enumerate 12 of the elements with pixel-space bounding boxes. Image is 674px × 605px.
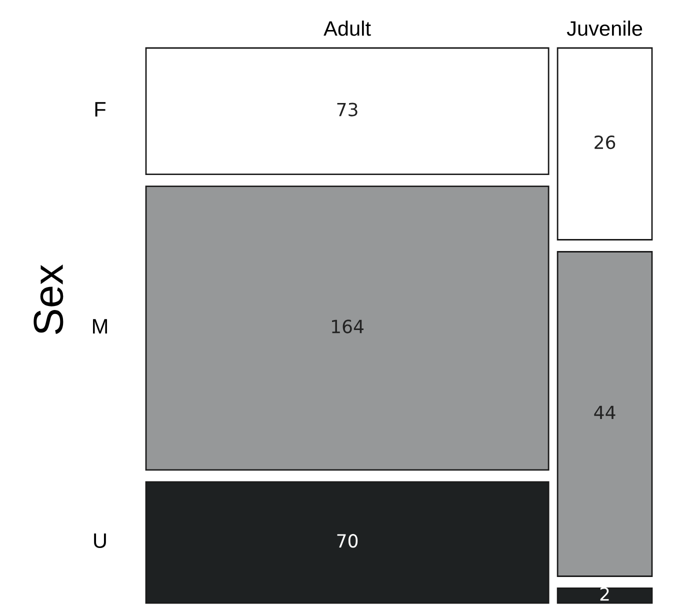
data-label: 2: [600, 587, 609, 601]
series-label: U: [94, 534, 106, 548]
data-label: 26: [594, 135, 616, 150]
data-label: 73: [337, 102, 358, 116]
text: Sex: [34, 264, 64, 334]
series-label: M: [93, 319, 107, 334]
series-label: F: [95, 102, 106, 117]
data-label: 70: [337, 534, 358, 548]
category-label: Juvenile: [566, 20, 642, 36]
category-label: Adult: [324, 20, 371, 36]
data-label: 44: [594, 406, 616, 419]
data-label: 164: [332, 320, 364, 334]
